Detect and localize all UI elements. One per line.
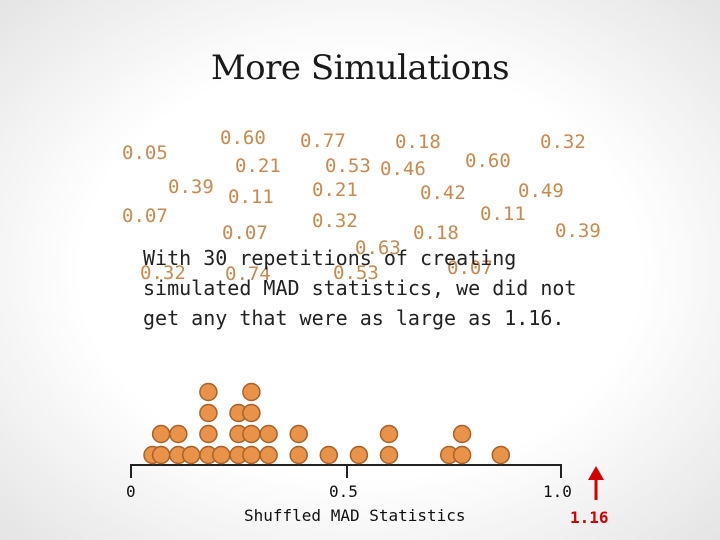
marker-arrow-head [588, 466, 604, 480]
dot [199, 403, 218, 423]
dot [289, 424, 308, 444]
sim-value: 0.60 [465, 150, 511, 172]
dot [242, 424, 261, 444]
sim-value: 0.07 [222, 222, 268, 244]
tick-label-0: 0 [126, 482, 136, 501]
sim-value: 0.49 [518, 180, 564, 202]
dot [169, 424, 188, 444]
sim-value: 0.53 [333, 262, 379, 284]
dot [259, 445, 278, 465]
sim-value: 0.18 [395, 131, 441, 153]
dot [242, 382, 261, 402]
sim-value: 0.05 [122, 142, 168, 164]
sim-value: 0.11 [228, 186, 274, 208]
observed-value-label: 1.16 [570, 508, 609, 527]
sim-value: 0.21 [235, 155, 281, 177]
sim-value: 0.18 [413, 222, 459, 244]
statement-text: With 30 repetitions of creating simulate… [143, 246, 577, 330]
sim-value: 0.77 [300, 130, 346, 152]
dot [199, 424, 218, 444]
dot [349, 445, 369, 465]
sim-value: 0.32 [540, 131, 586, 153]
sim-value: 0.32 [140, 262, 186, 284]
dot [212, 445, 231, 465]
dot [319, 445, 339, 465]
dot [379, 445, 399, 465]
x-axis-title: Shuffled MAD Statistics [244, 506, 466, 525]
dot [491, 445, 511, 465]
tick-label-0-5: 0.5 [329, 482, 358, 501]
sim-value: 0.21 [312, 179, 358, 201]
sim-value: 0.39 [555, 220, 601, 242]
sim-value: 0.07 [122, 205, 168, 227]
dot [452, 445, 472, 465]
sim-value: 0.63 [355, 237, 401, 259]
sim-value: 0.42 [420, 182, 466, 204]
tick-label-1-0: 1.0 [543, 482, 572, 501]
sim-value: 0.07 [447, 257, 493, 279]
dot [242, 403, 261, 423]
sim-value: 0.53 [325, 155, 371, 177]
dot [379, 424, 399, 444]
sim-value: 0.39 [168, 176, 214, 198]
sim-value: 0.32 [312, 210, 358, 232]
dot [181, 445, 201, 465]
dot [259, 424, 278, 444]
slide-title: More Simulations [210, 48, 510, 88]
dot [289, 445, 308, 465]
sim-value: 0.46 [380, 158, 426, 180]
dot [151, 424, 171, 444]
sim-value: 0.11 [480, 203, 526, 225]
sim-value: 0.74 [225, 263, 271, 285]
dot [199, 382, 218, 402]
dot [151, 445, 171, 465]
dot [242, 445, 261, 465]
dot [452, 424, 472, 444]
sim-value: 0.60 [220, 127, 266, 149]
